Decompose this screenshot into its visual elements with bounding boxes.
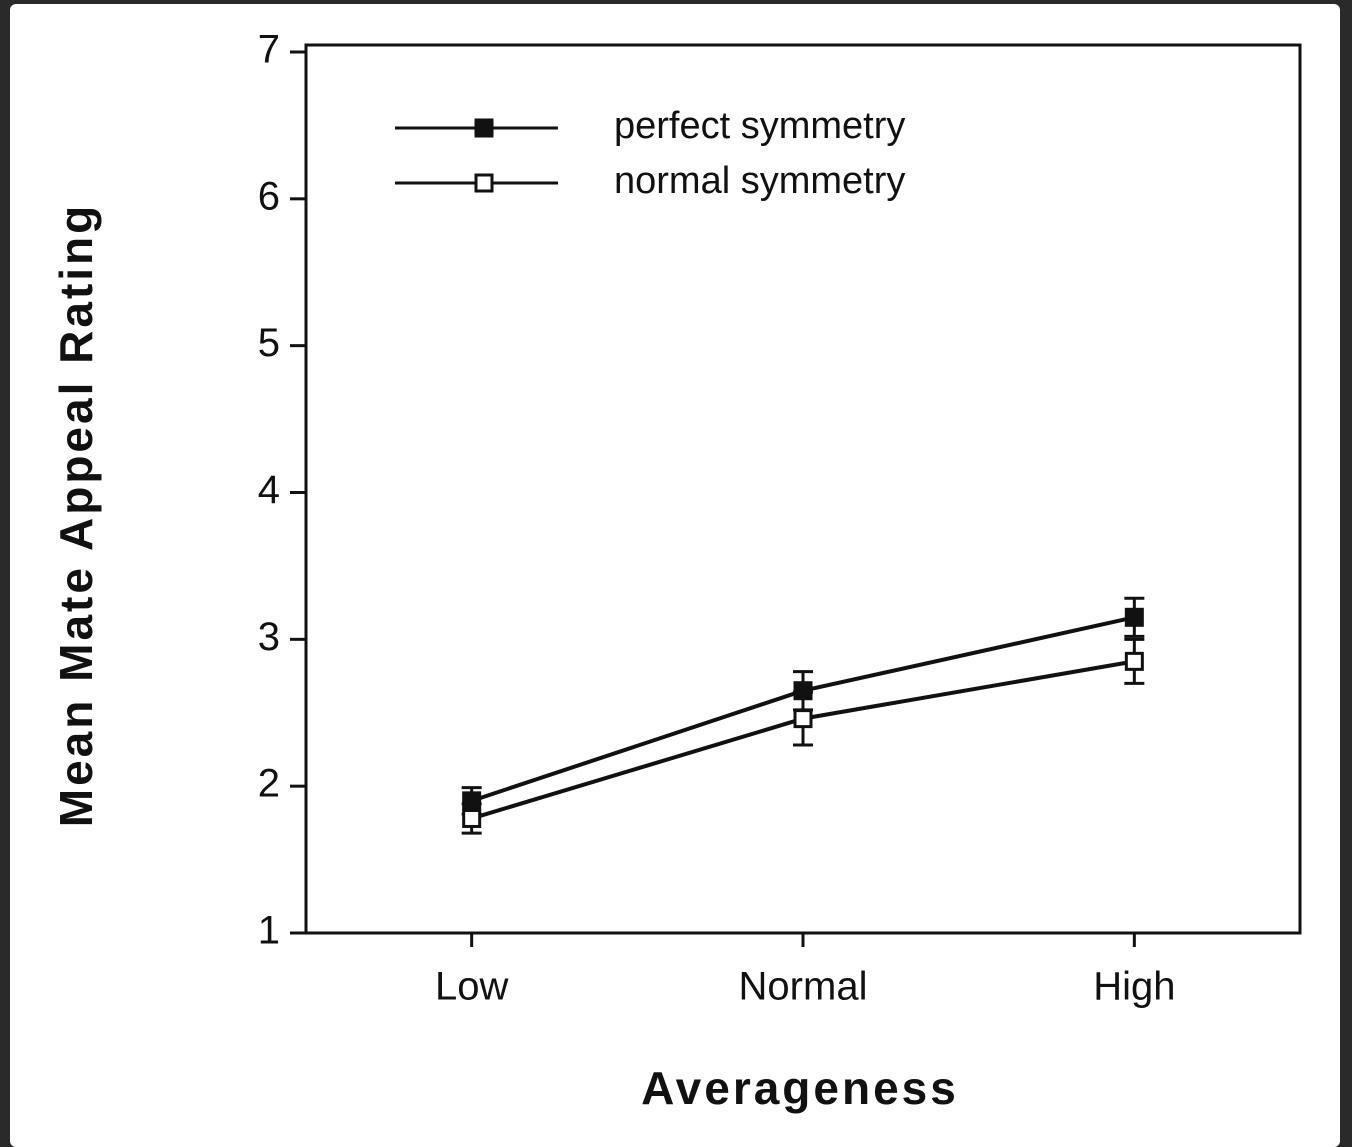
panel [10,4,1340,1147]
legend-label: perfect symmetry [614,105,905,147]
y-tick-label: 3 [258,615,280,659]
data-point [793,709,813,729]
x-axis-title: Averageness [641,1062,959,1114]
data-point [1124,651,1144,671]
y-tick-label: 5 [258,321,280,365]
y-tick-label: 2 [258,762,280,806]
data-point [1124,607,1144,627]
legend-label: normal symmetry [614,160,905,202]
data-point [462,808,482,828]
x-tick-label: High [1093,965,1175,1009]
y-tick-label: 4 [258,468,280,512]
y-axis-title: Mean Mate Appeal Rating [50,203,102,827]
x-tick-label: Low [435,965,508,1009]
y-tick-label: 1 [258,909,280,953]
legend-marker [474,173,494,193]
legend-marker [474,118,494,138]
x-tick-label: Normal [739,965,868,1009]
y-tick-label: 6 [258,174,280,218]
y-tick-label: 7 [258,28,280,72]
